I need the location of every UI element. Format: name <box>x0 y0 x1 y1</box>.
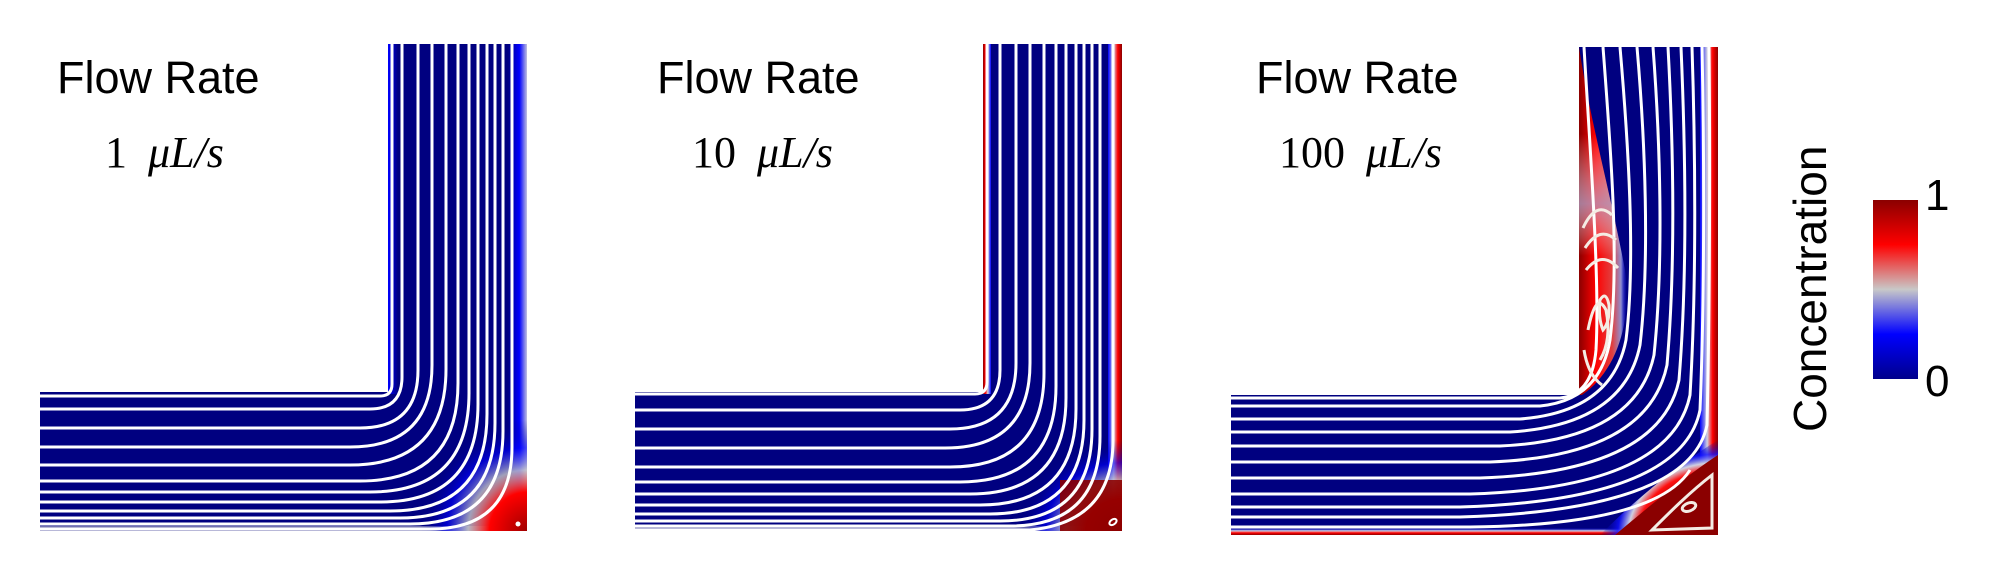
panel-3-channel <box>1231 47 1718 535</box>
colorbar: Concentration 1 0 <box>1784 146 1949 432</box>
panel-2-channel <box>635 44 1122 531</box>
panel-1-title: Flow Rate <box>57 52 260 103</box>
panel-3-title: Flow Rate <box>1256 52 1459 103</box>
panel-2-flow-rate: 10 μL/s <box>692 128 833 177</box>
panel-1-flow-rate: 1 μL/s <box>105 128 224 177</box>
colorbar-min-label: 0 <box>1925 357 1949 406</box>
panel-2: Flow Rate 10 μL/s <box>635 44 1122 531</box>
panel-1-channel <box>40 44 527 531</box>
colorbar-max-label: 1 <box>1925 171 1949 220</box>
colorbar-label: Concentration <box>1784 146 1836 432</box>
colorbar-gradient <box>1873 200 1918 379</box>
panel-3-flow-rate: 100 μL/s <box>1279 128 1442 177</box>
panel-3: Flow Rate 100 μL/s <box>1231 47 1718 535</box>
panel-1: Flow Rate 1 μL/s <box>40 44 527 531</box>
panel-2-title: Flow Rate <box>657 52 860 103</box>
